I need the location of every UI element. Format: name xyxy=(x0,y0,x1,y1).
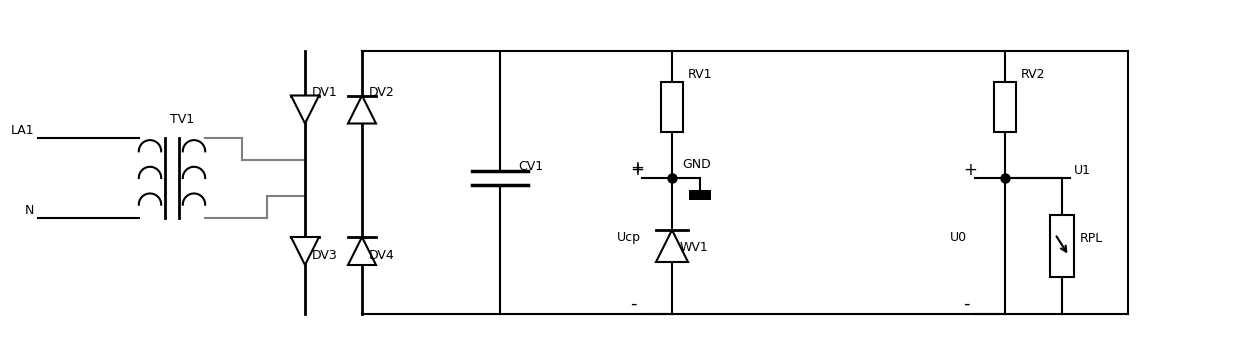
Text: +: + xyxy=(963,161,977,179)
Text: TV1: TV1 xyxy=(170,113,195,126)
Bar xyxy=(689,190,711,200)
Bar xyxy=(661,82,683,131)
Text: RV1: RV1 xyxy=(688,68,713,82)
Text: +: + xyxy=(630,159,644,177)
Polygon shape xyxy=(291,95,319,124)
Text: RV2: RV2 xyxy=(1021,68,1045,82)
Text: DV3: DV3 xyxy=(312,249,337,262)
Bar xyxy=(1050,215,1074,277)
Text: U0: U0 xyxy=(950,231,967,244)
Text: U1: U1 xyxy=(1074,164,1091,177)
Text: CV1: CV1 xyxy=(518,160,543,173)
Text: RPL: RPL xyxy=(1080,232,1104,245)
Text: LA1: LA1 xyxy=(10,124,33,137)
Polygon shape xyxy=(291,237,319,265)
Text: -: - xyxy=(963,295,970,313)
Text: DV2: DV2 xyxy=(370,85,394,99)
Text: GND: GND xyxy=(682,158,711,171)
Bar xyxy=(994,82,1016,131)
Polygon shape xyxy=(348,95,376,124)
Text: N: N xyxy=(25,204,33,217)
Text: +: + xyxy=(630,161,644,179)
Polygon shape xyxy=(348,237,376,265)
Text: WV1: WV1 xyxy=(680,241,709,254)
Text: DV4: DV4 xyxy=(370,249,394,262)
Text: DV1: DV1 xyxy=(312,85,337,99)
Polygon shape xyxy=(656,230,688,262)
Text: Ucp: Ucp xyxy=(618,231,641,244)
Text: -: - xyxy=(630,295,636,313)
